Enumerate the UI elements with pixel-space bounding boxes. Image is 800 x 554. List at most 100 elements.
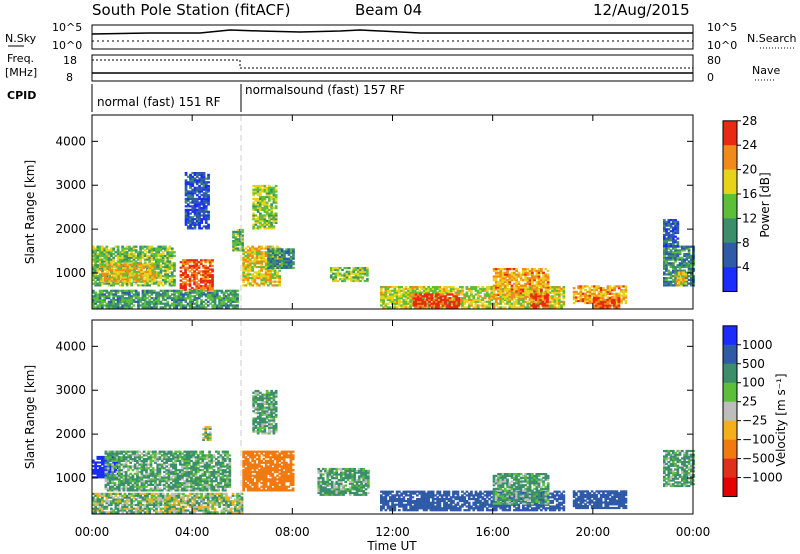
power-cell: [101, 279, 105, 283]
power-cell: [195, 293, 199, 296]
power-cell: [620, 298, 623, 301]
power-cell: [423, 306, 427, 309]
power-cell: [227, 289, 230, 292]
power-cell: [517, 302, 521, 305]
power-cell: [199, 281, 203, 284]
power-cell: [253, 265, 257, 269]
power-cell: [663, 282, 666, 285]
power-cell: [137, 298, 140, 302]
power-cell: [166, 289, 170, 292]
power-cell: [181, 285, 185, 288]
power-cell: [206, 270, 210, 273]
power-cell: [255, 262, 259, 265]
power-cell: [526, 304, 530, 307]
power-cell: [665, 256, 668, 259]
power-cell: [200, 298, 203, 302]
power-cell: [420, 291, 424, 294]
power-cell: [455, 302, 459, 305]
power-cell: [285, 252, 288, 255]
power-cell: [470, 302, 473, 305]
power-cell: [522, 286, 525, 289]
power-cell: [241, 247, 244, 250]
power-cell: [157, 249, 161, 252]
power-cell: [359, 267, 362, 270]
power-cell: [274, 218, 278, 221]
power-cell: [562, 291, 566, 294]
power-cell: [562, 295, 566, 298]
power-cell: [497, 292, 500, 295]
velocity-cell: [111, 487, 114, 490]
power-cell: [202, 201, 206, 204]
power-cell: [506, 293, 509, 296]
power-cell: [92, 267, 95, 270]
power-cell: [128, 298, 131, 302]
power-cell: [105, 249, 109, 252]
power-cell: [395, 293, 399, 296]
velocity-cell: [106, 458, 110, 461]
power-cell: [622, 290, 626, 293]
power-cell: [624, 289, 628, 292]
power-cell: [412, 293, 416, 296]
power-cell: [350, 276, 353, 279]
velocity-cell: [156, 489, 160, 492]
power-cell: [467, 289, 471, 292]
power-cell: [186, 304, 190, 307]
power-cell: [454, 287, 458, 290]
power-cell: [264, 269, 268, 272]
power-cell: [280, 259, 284, 262]
power-cell: [106, 265, 109, 268]
power-cell: [186, 212, 190, 215]
power-cell: [116, 249, 120, 252]
power-cell: [517, 288, 521, 291]
power-cell: [543, 304, 547, 307]
power-cell: [680, 273, 683, 276]
power-cell: [191, 179, 195, 182]
power-cell: [446, 298, 449, 302]
power-cell: [128, 278, 132, 281]
power-cell: [443, 289, 446, 292]
power-cell: [524, 288, 527, 291]
power-cell: [534, 300, 538, 303]
power-cell: [193, 203, 197, 206]
power-cell: [208, 264, 212, 267]
velocity-cell: [113, 458, 117, 461]
power-cell: [104, 279, 107, 283]
power-cell: [544, 293, 548, 296]
power-colorbar-tick: 20: [742, 163, 757, 177]
velocity-cell: [129, 458, 132, 461]
power-cell: [206, 261, 210, 264]
power-cell: [207, 227, 210, 230]
power-cell: [501, 297, 505, 300]
power-cell: [560, 289, 563, 292]
power-cell: [676, 241, 680, 244]
power-cell: [683, 247, 686, 250]
power-cell: [669, 282, 673, 285]
power-cell: [134, 260, 138, 263]
power-cell: [363, 267, 367, 270]
power-cell: [675, 284, 679, 287]
velocity-cell: [118, 469, 121, 472]
power-cell: [542, 273, 545, 276]
power-cell: [409, 287, 412, 290]
power-cell: [116, 251, 120, 254]
power-cell: [606, 302, 610, 305]
power-cell: [117, 263, 121, 266]
power-cell: [200, 177, 204, 180]
power-cell: [208, 272, 212, 275]
power-cell: [202, 212, 206, 215]
velocity-cell: [111, 482, 114, 485]
velocity-cell: [158, 489, 162, 492]
power-cell: [494, 304, 498, 307]
power-cell: [234, 240, 238, 243]
power-cell: [241, 243, 244, 246]
power-cell: [179, 298, 183, 302]
power-cell: [289, 263, 293, 266]
power-cell: [149, 267, 152, 270]
power-cell: [121, 306, 124, 309]
power-cell: [259, 201, 262, 204]
power-cell: [474, 300, 478, 303]
power-cell: [124, 267, 127, 270]
velocity-cell: [158, 487, 162, 490]
power-cell: [195, 277, 199, 280]
